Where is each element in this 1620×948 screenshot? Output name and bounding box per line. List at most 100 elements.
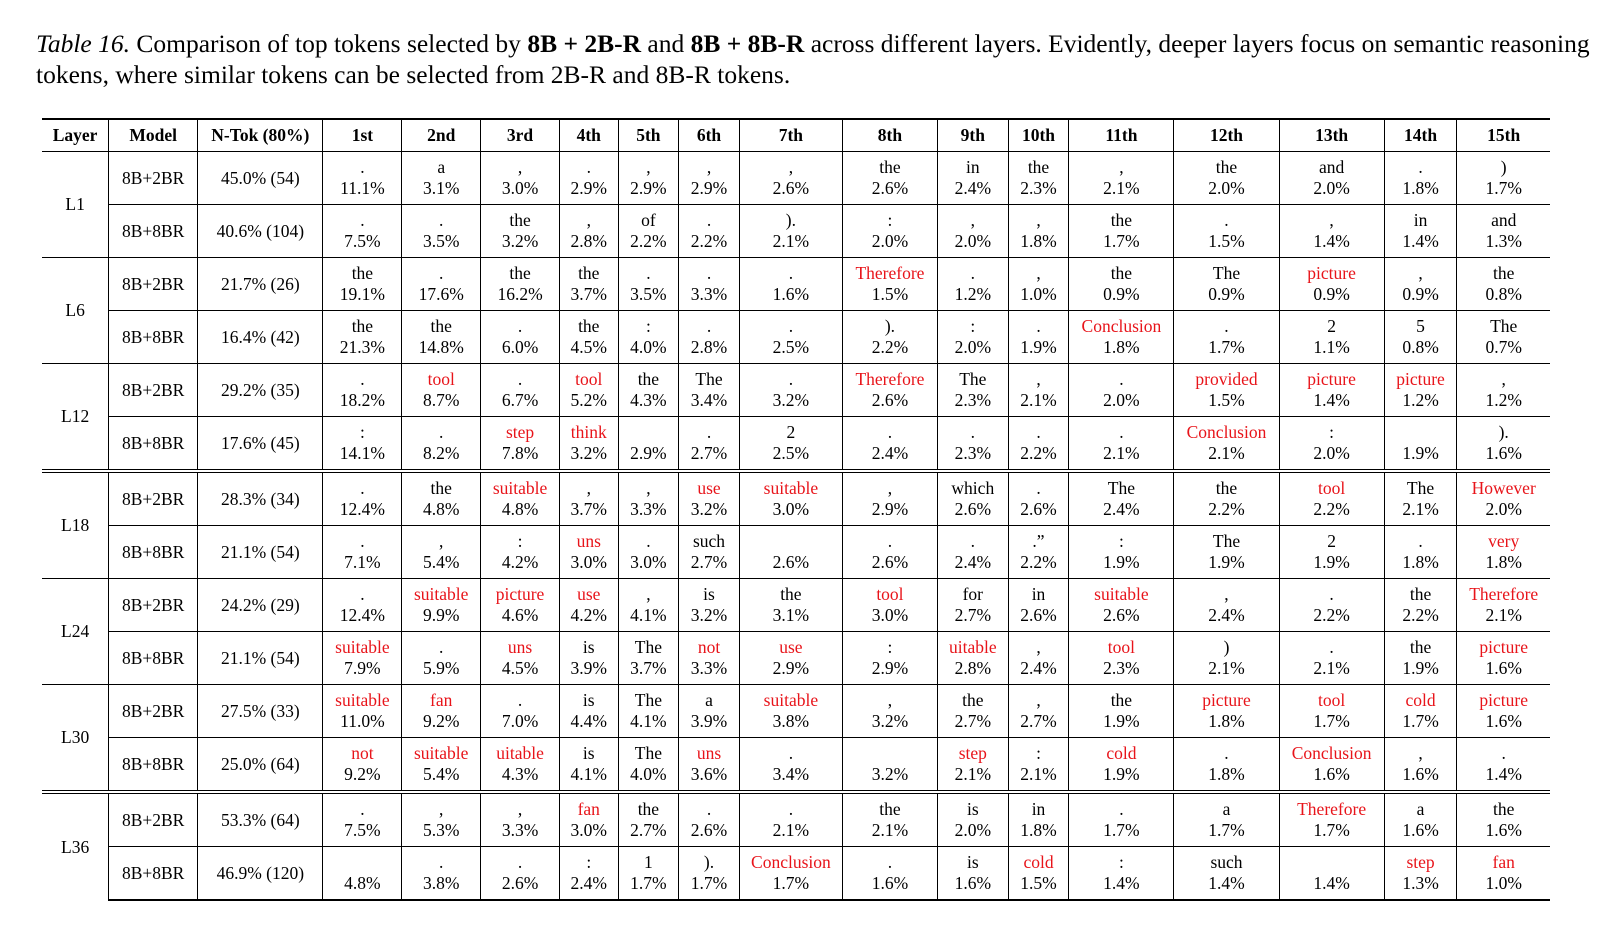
token-text: is (966, 799, 979, 819)
token-percentage: 12.4% (339, 499, 385, 519)
token-percentage: 7.5% (344, 231, 381, 251)
token-percentage: 1.7% (1313, 711, 1350, 731)
token-percentage: 2.6% (1020, 605, 1057, 625)
token-cell: Conclusion 1.6% (1279, 737, 1385, 792)
token-text: 5 (1416, 316, 1425, 336)
token-percentage: 2.1% (772, 820, 810, 840)
token-cell: , 2.9% (678, 151, 740, 205)
token-text: 2 (1327, 531, 1336, 551)
model-label: 8B+8BR (108, 737, 199, 792)
token-text: step (1406, 852, 1435, 872)
token-text: not (351, 743, 374, 763)
token-cell: 1 1.7% (618, 846, 680, 901)
token-text: . (788, 743, 794, 763)
token-text: picture (1202, 690, 1251, 710)
token-percentage: 2.1% (871, 820, 909, 840)
token-percentage: 4.0% (630, 337, 667, 357)
token-cell: the 2.6% (842, 151, 938, 205)
token-cell: suitable 2.6% (1068, 578, 1175, 632)
token-cell: Therefore 2.1% (1456, 578, 1550, 632)
token-text: : (887, 210, 893, 230)
token-percentage: 2.4% (570, 873, 607, 893)
token-text: picture (1396, 369, 1445, 389)
token-cell: the 19.1% (322, 257, 403, 311)
token-cell: , 5.4% (401, 525, 482, 579)
token-cell: ). 1.7% (678, 846, 740, 901)
token-cell: is 4.1% (559, 737, 619, 792)
token-text: , (1036, 637, 1041, 657)
token-cell: . 1.9% (1008, 310, 1070, 364)
token-percentage: 1.3% (1402, 873, 1439, 893)
ntok-value: 45.0% (54) (197, 151, 324, 205)
token-percentage: 3.2% (501, 231, 539, 251)
header-9th: 9th (937, 119, 1009, 152)
token-cell: . 6.7% (480, 363, 560, 417)
token-text: . (1418, 157, 1423, 177)
ntok-value: 21.1% (54) (197, 525, 324, 579)
token-cell: picture 1.6% (1456, 684, 1550, 738)
token-percentage: 5.4% (422, 552, 460, 572)
token-percentage: 1.6% (1485, 711, 1522, 731)
token-text: , (1036, 210, 1041, 230)
token-cell: .” 2.2% (1008, 525, 1070, 579)
token-cell: the 2.1% (842, 790, 938, 847)
token-text: . (1036, 422, 1041, 442)
token-percentage: 1.7% (1485, 178, 1522, 198)
token-percentage: 14.1% (339, 443, 385, 463)
table-row: 8B+8BR 17.6% (45):14.1%. 8.2% step 7.8% think… (42, 416, 1550, 471)
layer-label: L18 (42, 469, 110, 579)
token-percentage: 4.1% (570, 764, 607, 784)
token-cell: , 2.1% (1008, 363, 1070, 417)
token-percentage: 2.4% (1103, 499, 1140, 519)
token-text: which (951, 478, 995, 498)
token-text (1280, 852, 1384, 873)
token-percentage: 1.6% (1313, 764, 1350, 784)
token-percentage: 1.9% (1402, 443, 1439, 463)
token-text: , (887, 478, 893, 498)
token-percentage: 2.0% (1313, 178, 1350, 198)
token-percentage: 2.2% (1020, 443, 1057, 463)
token-cell: tool 3.0% (842, 578, 938, 632)
token-text: the (637, 369, 660, 389)
token-cell: . 2.4% (842, 416, 938, 471)
token-percentage: 1.6% (1485, 820, 1522, 840)
token-text: in (1031, 584, 1046, 604)
token-cell: Therefore 2.6% (842, 363, 938, 417)
token-text: . (887, 422, 893, 442)
token-cell: the 2.3% (1008, 151, 1070, 205)
token-cell: the 2.7% (937, 684, 1009, 738)
token-cell: is 4.4% (559, 684, 619, 738)
token-text: , (646, 157, 651, 177)
model-label: 8B+2BR (108, 790, 199, 847)
token-text: the (1110, 690, 1133, 710)
token-cell: a 3.9% (678, 684, 740, 738)
token-percentage: 1.7% (630, 873, 667, 893)
token-cell: , 2.8% (559, 204, 619, 258)
token-cell: Conclusion 2.1% (1173, 416, 1280, 471)
token-text: Therefore (1297, 799, 1367, 819)
token-percentage: 2.3% (1103, 658, 1140, 678)
token-percentage: 6.7% (501, 390, 539, 410)
token-cell: suitable 3.8% (739, 684, 843, 738)
token-cell: uns 3.0% (559, 525, 619, 579)
token-cell: , 2.0% (937, 204, 1009, 258)
token-cell: uitable 4.3% (480, 737, 560, 792)
token-cell: , 4.1% (618, 578, 680, 632)
token-cell: ). 2.1% (739, 204, 843, 258)
token-text: , (887, 690, 893, 710)
token-cell: The 2.1% (1384, 469, 1458, 526)
token-cell: :2.9% (842, 631, 938, 685)
token-percentage: 2.2% (1313, 605, 1350, 625)
token-cell: 4.8% (322, 846, 403, 901)
token-text: The (634, 743, 662, 763)
token-cell: , 3.2% (842, 684, 938, 738)
header-2nd: 2nd (401, 119, 482, 152)
token-text: the (962, 690, 984, 710)
caption-text-3: across different layers. Evidently, deep… (36, 29, 1590, 89)
token-text: such (1210, 852, 1243, 872)
token-percentage: 2.1% (772, 231, 810, 251)
header-10th: 10th (1008, 119, 1070, 152)
token-cell: Conclusion 1.7% (739, 846, 843, 901)
token-text: , (1036, 263, 1041, 283)
token-percentage: 1.7% (1103, 820, 1140, 840)
